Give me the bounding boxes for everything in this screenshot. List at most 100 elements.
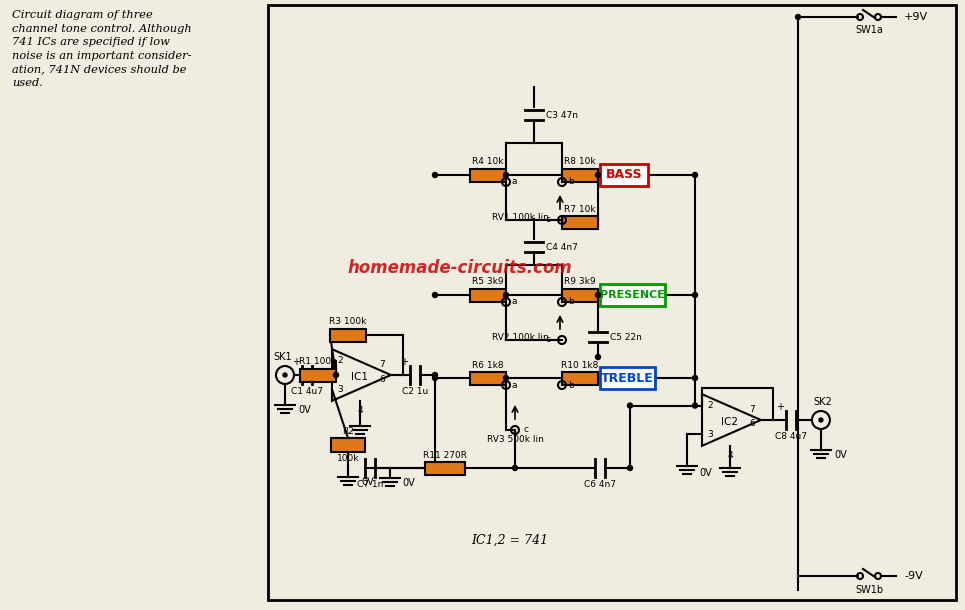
Circle shape [693, 376, 698, 381]
Text: 4: 4 [358, 406, 363, 415]
Text: 4: 4 [728, 451, 733, 460]
Circle shape [693, 173, 698, 178]
Text: R5 3k9: R5 3k9 [472, 278, 504, 287]
Text: R8 10k: R8 10k [565, 157, 595, 167]
Bar [268, 5, 956, 600]
Text: 3: 3 [707, 430, 713, 439]
Circle shape [504, 173, 509, 178]
Text: C7 1n: C7 1n [357, 480, 383, 489]
Circle shape [512, 465, 517, 470]
Text: IC1,2 = 741: IC1,2 = 741 [472, 534, 548, 547]
Text: RV1 100k lin: RV1 100k lin [491, 214, 548, 223]
Text: IC1: IC1 [351, 372, 368, 382]
Text: b: b [568, 298, 574, 306]
Text: C4 4n7: C4 4n7 [546, 243, 578, 251]
Text: R6 1k8: R6 1k8 [472, 361, 504, 370]
Circle shape [627, 403, 632, 408]
Text: +: + [292, 357, 300, 367]
Text: 6: 6 [750, 420, 756, 428]
Text: C2 1u: C2 1u [401, 387, 428, 396]
Circle shape [432, 293, 437, 298]
Text: C5 22n: C5 22n [610, 332, 642, 342]
Bar [562, 289, 598, 301]
Circle shape [504, 376, 509, 381]
Text: Circuit diagram of three
channel tone control. Although
741 ICs are specified if: Circuit diagram of three channel tone co… [12, 10, 192, 88]
Bar [562, 215, 598, 229]
Text: RV2 100k lin: RV2 100k lin [491, 334, 548, 342]
Text: 0V: 0V [402, 478, 415, 488]
Circle shape [432, 373, 437, 378]
Circle shape [627, 465, 632, 470]
Circle shape [819, 418, 823, 422]
Text: 0V: 0V [361, 477, 373, 487]
Text: PRESENCE: PRESENCE [599, 290, 665, 300]
Circle shape [595, 173, 600, 178]
Text: 7: 7 [750, 405, 756, 414]
Text: b: b [568, 381, 574, 390]
Text: BASS: BASS [606, 168, 643, 182]
Text: R3 100k: R3 100k [329, 317, 367, 326]
Text: 0V: 0V [834, 450, 846, 460]
Text: SW1a: SW1a [855, 25, 883, 35]
Circle shape [595, 354, 600, 359]
Text: b: b [568, 178, 574, 187]
Text: +: + [400, 357, 408, 367]
Bar [470, 168, 506, 182]
Circle shape [283, 373, 287, 377]
Text: SW1b: SW1b [855, 585, 883, 595]
Text: 3: 3 [337, 385, 343, 394]
Circle shape [595, 293, 600, 298]
Text: +9V: +9V [904, 12, 928, 22]
Text: C8 4u7: C8 4u7 [775, 432, 807, 441]
Circle shape [693, 293, 698, 298]
Text: 6: 6 [379, 375, 385, 384]
Circle shape [432, 173, 437, 178]
Text: a: a [512, 178, 517, 187]
Text: SK2: SK2 [813, 397, 832, 407]
Text: 2: 2 [707, 401, 712, 410]
Text: 0V: 0V [699, 468, 712, 478]
Text: 7: 7 [379, 360, 385, 369]
Text: R2: R2 [342, 427, 354, 436]
Text: 0V: 0V [298, 405, 311, 415]
Circle shape [795, 15, 801, 20]
Text: R7 10k: R7 10k [565, 204, 595, 214]
FancyBboxPatch shape [600, 284, 665, 306]
Bar [562, 371, 598, 384]
Text: C3 47n: C3 47n [546, 110, 578, 120]
Text: R1 100k: R1 100k [299, 357, 337, 367]
Bar [330, 329, 366, 342]
Text: RV3 500k lin: RV3 500k lin [486, 436, 543, 445]
FancyBboxPatch shape [600, 164, 648, 186]
Bar [562, 168, 598, 182]
Bar [331, 438, 365, 452]
Bar [470, 289, 506, 301]
FancyBboxPatch shape [600, 367, 655, 389]
Text: C1 4u7: C1 4u7 [291, 387, 323, 396]
Bar [300, 368, 336, 381]
Text: c: c [545, 215, 550, 224]
Text: -9V: -9V [904, 571, 923, 581]
Text: R4 10k: R4 10k [472, 157, 504, 167]
Text: R11 270R: R11 270R [423, 451, 467, 459]
Text: a: a [512, 381, 517, 390]
Text: IC2: IC2 [721, 417, 738, 427]
Text: 100k: 100k [337, 454, 359, 463]
Text: R9 3k9: R9 3k9 [565, 278, 595, 287]
Circle shape [504, 293, 509, 298]
Bar [470, 371, 506, 384]
Circle shape [432, 376, 437, 381]
Text: C6 4n7: C6 4n7 [584, 480, 616, 489]
Text: a: a [512, 298, 517, 306]
Text: c: c [545, 336, 550, 345]
Circle shape [693, 403, 698, 408]
Text: homemade-circuits.com: homemade-circuits.com [347, 259, 572, 277]
Text: 2: 2 [337, 356, 343, 365]
Text: R10 1k8: R10 1k8 [562, 361, 598, 370]
Text: SK1: SK1 [274, 352, 292, 362]
Text: +: + [776, 402, 784, 412]
Text: c: c [523, 426, 528, 434]
Bar [425, 462, 465, 475]
Text: TREBLE: TREBLE [600, 371, 653, 384]
Circle shape [334, 373, 339, 378]
